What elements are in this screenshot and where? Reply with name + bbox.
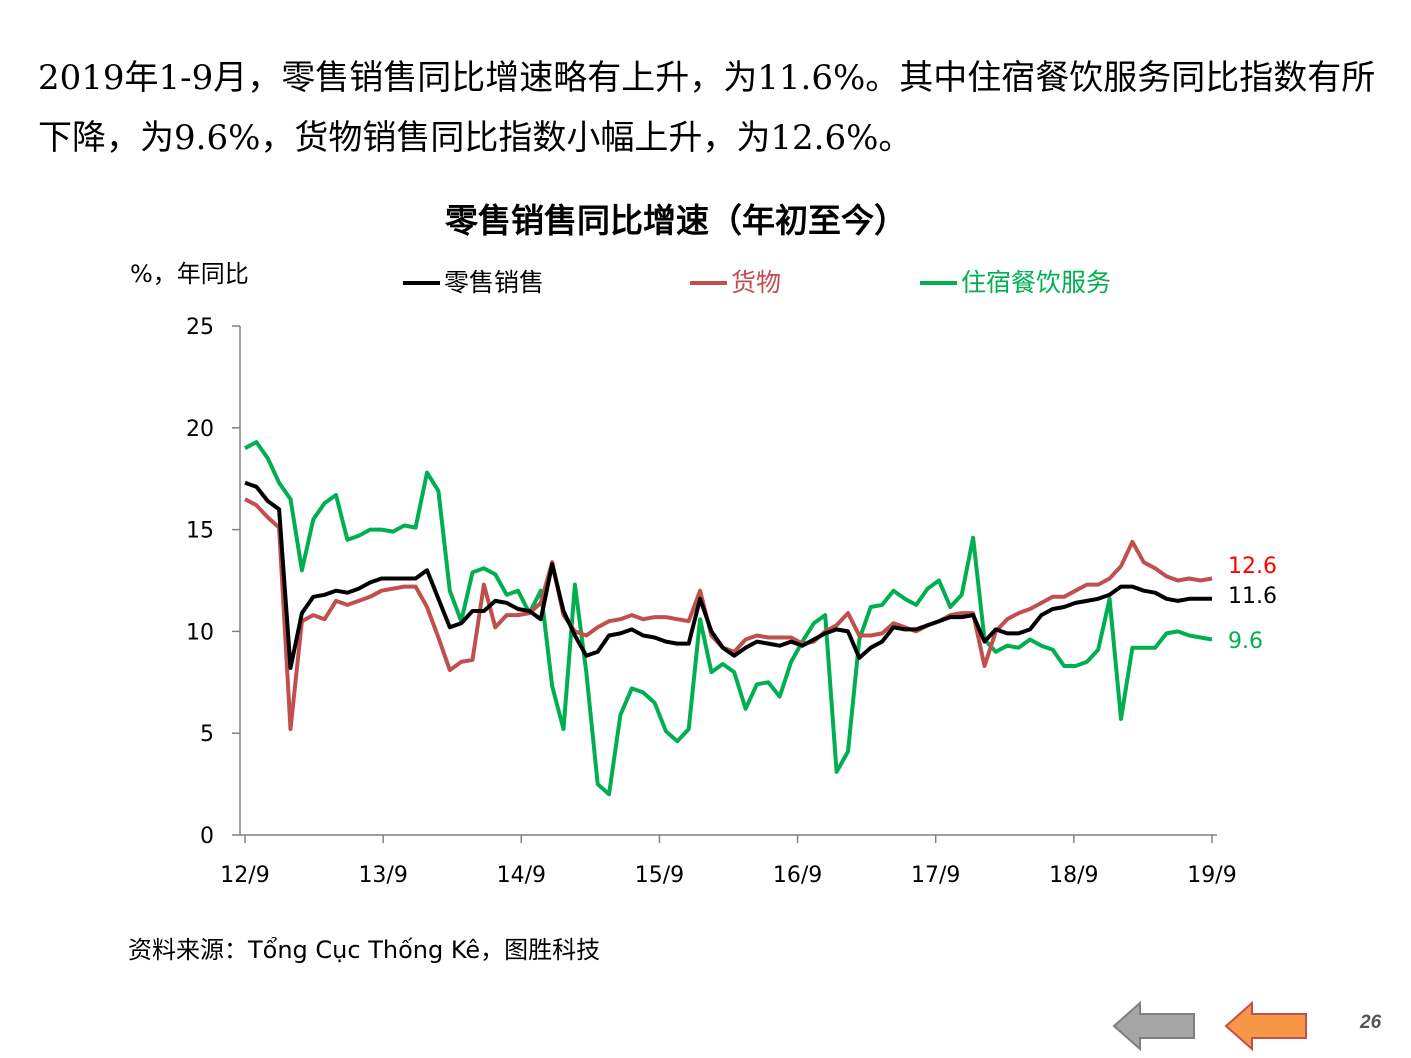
y-tick-label: 15 <box>186 519 214 544</box>
x-tick-label: 16/9 <box>773 863 822 888</box>
x-tick-label: 12/9 <box>220 863 269 888</box>
x-tick-label: 19/9 <box>1187 863 1236 888</box>
y-tick-label: 20 <box>186 417 214 442</box>
chart-title: 零售销售同比增速（年初至今） <box>445 201 907 240</box>
x-tick-label: 13/9 <box>358 863 407 888</box>
y-tick-label: 5 <box>200 722 214 747</box>
y-tick-label: 25 <box>186 315 214 340</box>
series-lines <box>244 440 1213 797</box>
legend-label-hospitality: 住宿餐饮服务 <box>961 268 1111 297</box>
axes: 0 5 10 15 20 25 12/9 13/9 14/9 15/9 16/9 17/9 18/9 19… <box>186 315 1237 888</box>
forward-arrow-icon[interactable] <box>1222 1000 1312 1052</box>
source-note: 资料来源：Tổng Cục Thống Kê，图胜科技 <box>128 936 601 964</box>
x-tick-label: 14/9 <box>497 863 546 888</box>
end-label-hospitality: 9.6 <box>1228 629 1263 654</box>
end-label-retail: 11.6 <box>1228 584 1277 609</box>
x-tick-label: 15/9 <box>635 863 684 888</box>
back-arrow-icon[interactable] <box>1110 1000 1200 1052</box>
series-line-0 <box>244 480 1212 670</box>
legend: 零售销售 货物 住宿餐饮服务 <box>403 268 1111 297</box>
page-number: 26 <box>1360 1012 1382 1033</box>
end-label-goods: 12.6 <box>1228 554 1277 579</box>
y-tick-label: 10 <box>186 620 214 645</box>
x-tick-label: 18/9 <box>1049 863 1098 888</box>
y-tick-label: 0 <box>200 824 214 849</box>
series-line-1 <box>244 497 1213 732</box>
y-axis-label: %，年同比 <box>130 260 249 288</box>
x-tick-label: 17/9 <box>911 863 960 888</box>
intro-text: 2019年1-9月，零售销售同比增速略有上升，为11.6%。其中住宿餐饮服务同比… <box>38 58 1376 158</box>
legend-label-retail: 零售销售 <box>444 268 544 297</box>
series-line-2 <box>244 440 1213 797</box>
legend-label-goods: 货物 <box>731 268 781 297</box>
